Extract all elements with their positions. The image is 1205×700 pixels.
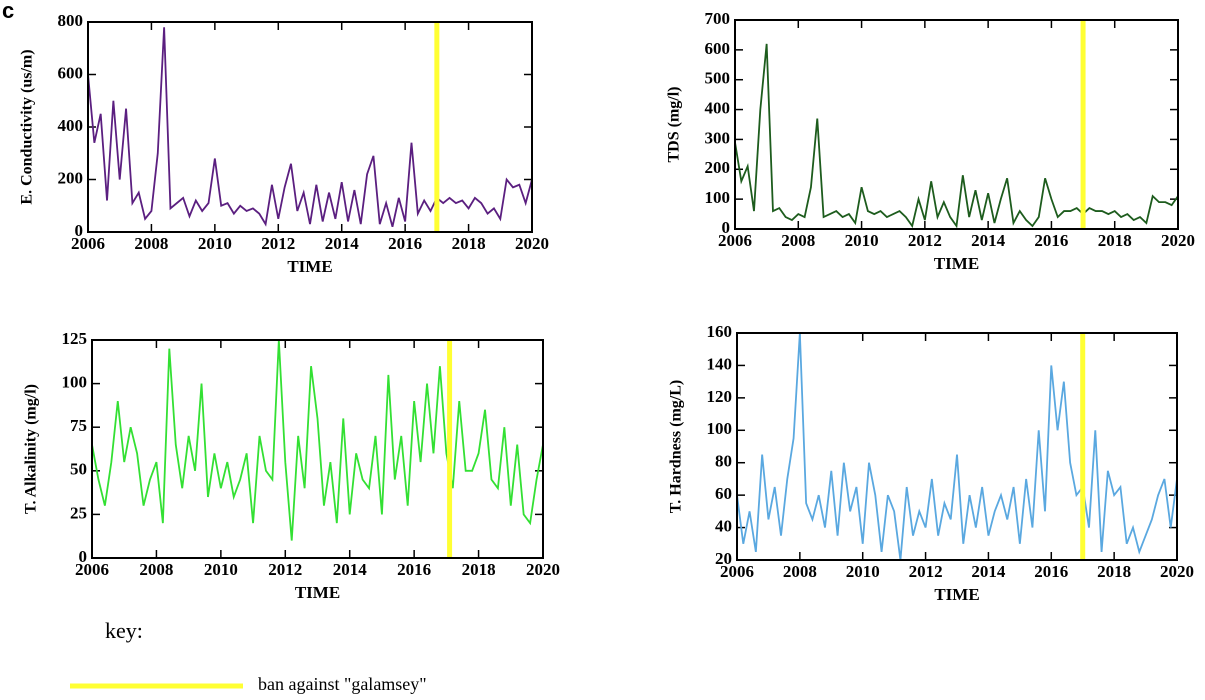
data-line	[734, 43, 1179, 229]
y-axis-label: T. Alkalinity (mg/l)	[23, 384, 40, 514]
x-tick-label: 2010	[845, 231, 879, 250]
x-tick-label: 2016	[388, 234, 422, 253]
x-tick-label: 2016	[1034, 231, 1068, 250]
y-tick-label: 400	[705, 98, 731, 117]
x-tick-label: 2008	[134, 234, 168, 253]
y-tick-label: 40	[715, 516, 732, 535]
x-tick-label: 2014	[971, 231, 1006, 250]
y-tick-label: 120	[707, 387, 733, 406]
x-axis-label: TIME	[934, 254, 979, 273]
x-tick-label: 2006	[71, 234, 105, 253]
x-tick-label: 2020	[515, 234, 549, 253]
x-tick-label: 2006	[75, 560, 109, 579]
x-tick-label: 2016	[1034, 562, 1068, 581]
x-axis-label: TIME	[287, 257, 332, 276]
y-axis-label: E. Conductivity (us/m)	[19, 49, 36, 204]
x-tick-label: 2012	[908, 231, 942, 250]
y-tick-label: 20	[715, 549, 732, 568]
y-tick-label: 500	[705, 69, 731, 88]
data-line	[91, 339, 544, 541]
x-axis-label: TIME	[934, 585, 979, 604]
y-tick-label: 800	[58, 11, 84, 30]
plot-frame	[736, 332, 1178, 561]
x-tick-label: 2018	[452, 234, 486, 253]
key-title: key:	[105, 618, 143, 643]
x-tick-label: 2016	[397, 560, 431, 579]
y-tick-label: 25	[70, 503, 87, 522]
plot-frame	[91, 339, 544, 559]
x-tick-label: 2010	[204, 560, 238, 579]
data-line	[736, 332, 1178, 561]
x-tick-label: 2020	[1160, 562, 1194, 581]
x-tick-label: 2012	[909, 562, 943, 581]
y-tick-label: 600	[705, 39, 731, 58]
x-tick-label: 2020	[526, 560, 560, 579]
y-tick-label: 100	[707, 419, 733, 438]
x-axis-label: TIME	[295, 583, 340, 602]
y-tick-label: 100	[705, 188, 731, 207]
y-tick-label: 140	[707, 354, 733, 373]
y-axis-label: TDS (mg/l)	[666, 87, 683, 163]
x-tick-label: 2010	[846, 562, 880, 581]
y-tick-label: 200	[705, 158, 731, 177]
y-tick-label: 60	[715, 484, 732, 503]
x-tick-label: 2018	[462, 560, 496, 579]
x-tick-label: 2006	[720, 562, 754, 581]
x-tick-label: 2018	[1097, 562, 1131, 581]
x-tick-label: 2014	[333, 560, 368, 579]
y-tick-label: 200	[58, 168, 84, 187]
key-label: ban against "galamsey"	[258, 674, 427, 694]
y-tick-label: 125	[62, 329, 88, 348]
x-tick-label: 2008	[783, 562, 817, 581]
x-tick-label: 2018	[1098, 231, 1132, 250]
y-tick-label: 0	[79, 547, 88, 566]
y-tick-label: 600	[58, 63, 84, 82]
x-tick-label: 2006	[718, 231, 752, 250]
y-axis-label: T. Hardness (mg/L)	[668, 380, 685, 513]
x-tick-label: 2012	[268, 560, 302, 579]
y-tick-label: 75	[70, 416, 87, 435]
y-tick-label: 300	[705, 128, 731, 147]
x-tick-label: 2014	[325, 234, 360, 253]
panel-label: c	[2, 0, 14, 23]
x-tick-label: 2008	[139, 560, 173, 579]
y-tick-label: 80	[715, 452, 732, 471]
y-tick-label: 700	[705, 9, 731, 28]
y-tick-label: 0	[75, 221, 84, 240]
y-tick-label: 160	[707, 322, 733, 341]
x-tick-label: 2020	[1161, 231, 1195, 250]
x-tick-label: 2014	[971, 562, 1006, 581]
x-tick-label: 2012	[261, 234, 295, 253]
data-line	[87, 27, 533, 227]
x-tick-label: 2010	[198, 234, 232, 253]
y-tick-label: 0	[722, 218, 731, 237]
y-tick-label: 100	[62, 373, 88, 392]
plot-frame	[734, 19, 1179, 230]
x-tick-label: 2008	[781, 231, 815, 250]
y-tick-label: 400	[58, 116, 84, 135]
plot-frame	[87, 21, 533, 233]
y-tick-label: 50	[70, 460, 87, 479]
